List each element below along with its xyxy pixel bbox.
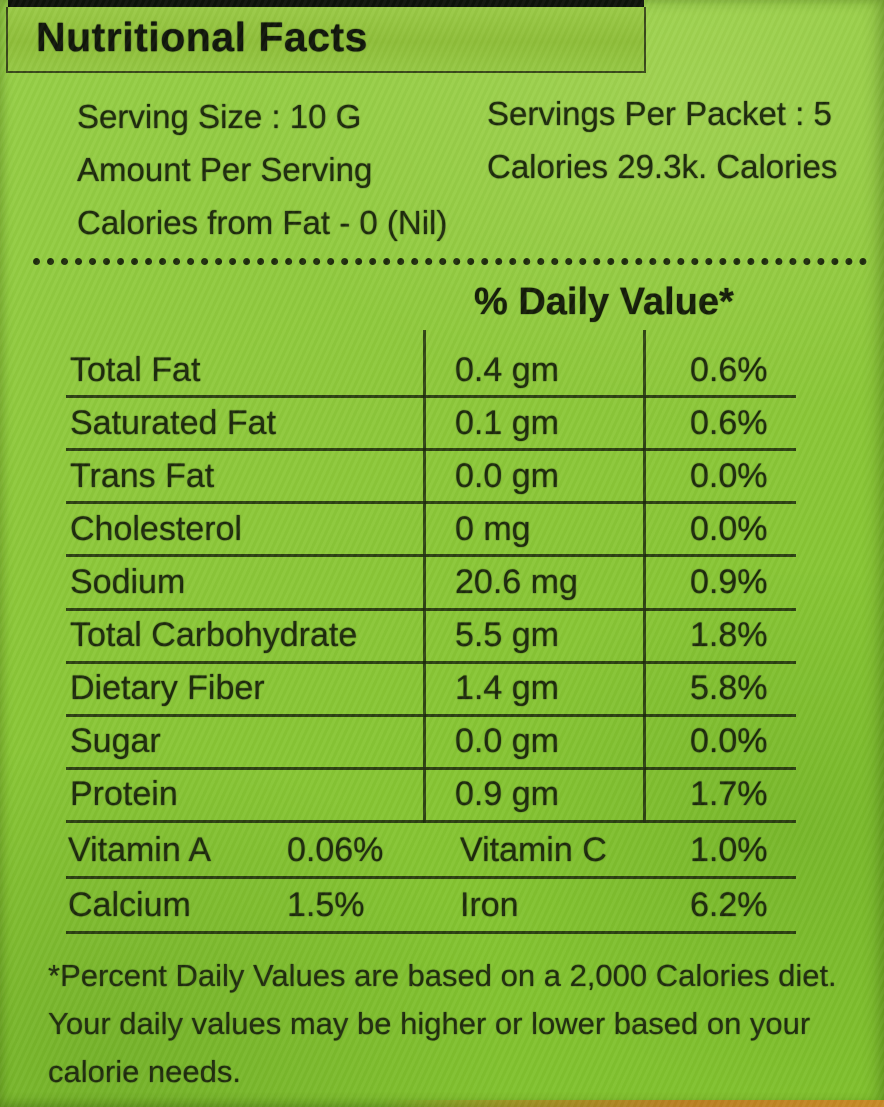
serving-size-text: Serving Size : 10 G xyxy=(77,98,362,135)
footnote-line: *Percent Daily Values are based on a 2,0… xyxy=(48,958,837,993)
title-band: Nutritional Facts xyxy=(6,7,646,73)
nutrient-name: Total Carbohydrate xyxy=(70,616,358,655)
label-title: Nutritional Facts xyxy=(36,13,368,60)
micronutrient-name: Calcium xyxy=(68,885,191,924)
nutrient-dv: 0.6% xyxy=(690,350,768,389)
table-row: Sugar 0.0 gm 0.0% xyxy=(66,717,796,770)
table-row: Vitamin A 0.06% Vitamin C 1.0% xyxy=(66,824,796,879)
micronutrient-name: Iron xyxy=(460,885,519,924)
table-row: Trans Fat 0.0 gm 0.0% xyxy=(66,451,796,505)
micronutrient-name: Vitamin A xyxy=(68,830,212,869)
footnote-line: calorie needs. xyxy=(48,1054,242,1089)
servings-per-packet-text: Servings Per Packet : 5 xyxy=(487,95,832,132)
column-divider-1 xyxy=(423,330,426,823)
nutrient-dv: 1.8% xyxy=(690,616,768,655)
dotted-divider xyxy=(33,258,867,265)
title-top-strip xyxy=(8,0,644,8)
nutrient-dv: 5.8% xyxy=(690,669,768,708)
table-row: Total Fat 0.4 gm 0.6% xyxy=(66,345,796,399)
nutrient-amount: 0 mg xyxy=(455,509,531,548)
nutrient-amount: 0.0 gm xyxy=(455,722,559,761)
column-divider-2 xyxy=(643,330,646,823)
nutrient-name: Total Fat xyxy=(70,350,201,389)
nutrient-name: Dietary Fiber xyxy=(70,669,265,708)
nutrient-amount: 0.1 gm xyxy=(455,403,559,442)
nutrient-amount: 5.5 gm xyxy=(455,616,559,655)
micronutrient-name: Vitamin C xyxy=(460,830,607,869)
footnote-line: Your daily values may be higher or lower… xyxy=(48,1006,811,1041)
table-row: Total Carbohydrate 5.5 gm 1.8% xyxy=(66,611,796,664)
nutrient-amount: 0.0 gm xyxy=(455,456,559,495)
nutrient-amount: 0.4 gm xyxy=(455,350,559,389)
amount-per-serving-text: Amount Per Serving xyxy=(77,151,373,188)
daily-value-footnote: *Percent Daily Values are based on a 2,0… xyxy=(48,952,848,1096)
nutrient-table: Total Fat 0.4 gm 0.6% Saturated Fat 0.1 … xyxy=(66,345,796,823)
nutrient-amount: 1.4 gm xyxy=(455,669,559,708)
nutrient-name: Saturated Fat xyxy=(70,403,277,442)
nutrient-name: Trans Fat xyxy=(70,456,215,495)
nutrient-amount: 20.6 mg xyxy=(455,562,578,601)
nutrient-dv: 0.0% xyxy=(690,722,768,761)
nutrient-dv: 0.0% xyxy=(690,456,768,495)
nutrient-dv: 0.0% xyxy=(690,509,768,548)
table-row: Calcium 1.5% Iron 6.2% xyxy=(66,879,796,934)
calories-text: Calories 29.3k. Calories xyxy=(487,148,838,185)
calories-from-fat-text: Calories from Fat - 0 (Nil) xyxy=(77,204,448,241)
nutrient-amount: 0.9 gm xyxy=(455,775,559,814)
nutrient-name: Sugar xyxy=(70,722,161,761)
nutrient-dv: 0.6% xyxy=(690,403,768,442)
table-row: Cholesterol 0 mg 0.0% xyxy=(66,504,796,558)
micronutrient-value: 6.2% xyxy=(690,885,768,924)
nutrient-dv: 0.9% xyxy=(690,562,768,601)
nutrient-name: Sodium xyxy=(70,562,186,601)
daily-value-header: % Daily Value* xyxy=(474,281,734,323)
nutrient-name: Cholesterol xyxy=(70,509,242,548)
nutrient-dv: 1.7% xyxy=(690,775,768,814)
micronutrient-value: 0.06% xyxy=(287,830,384,869)
micronutrient-table: Vitamin A 0.06% Vitamin C 1.0% Calcium 1… xyxy=(66,824,796,934)
micronutrient-value: 1.5% xyxy=(287,885,365,924)
table-row: Dietary Fiber 1.4 gm 5.8% xyxy=(66,664,796,717)
table-row: Protein 0.9 gm 1.7% xyxy=(66,770,796,823)
nutrient-name: Protein xyxy=(70,775,178,814)
packet-edge-accent xyxy=(380,1100,884,1107)
table-row: Saturated Fat 0.1 gm 0.6% xyxy=(66,398,796,452)
table-row: Sodium 20.6 mg 0.9% xyxy=(66,557,796,611)
micronutrient-value: 1.0% xyxy=(690,830,768,869)
